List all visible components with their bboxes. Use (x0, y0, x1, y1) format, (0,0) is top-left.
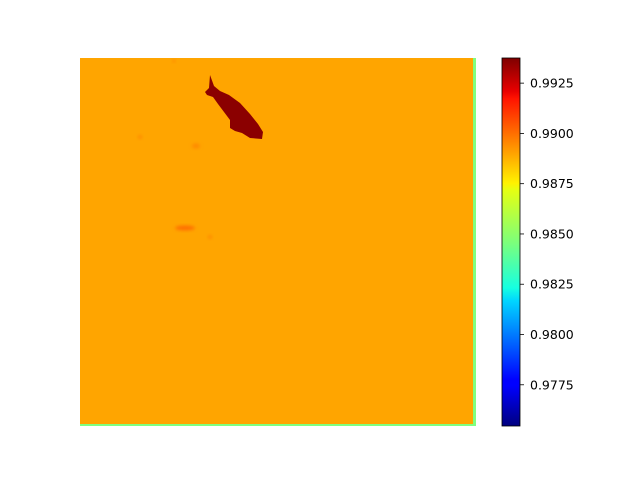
colorbar-tick-label: 0.9925 (530, 76, 574, 91)
colorbar-tick-label: 0.9850 (530, 226, 574, 241)
colorbar-gradient (502, 58, 520, 426)
heatmap-background (80, 58, 476, 426)
heatmap-spot (138, 135, 142, 139)
colorbar-tick-label: 0.9775 (530, 377, 574, 392)
colorbar-ticks: 0.9775 0.9800 0.9825 0.9850 0.9875 0.9900 0.99… (520, 76, 574, 392)
colorbar: 0.9775 0.9800 0.9825 0.9850 0.9875 0.9900 0.99… (501, 57, 574, 427)
heatmap-smear (175, 225, 195, 231)
heatmap-right-edge (473, 58, 476, 426)
heatmap-spot (208, 235, 212, 239)
colorbar-tick-label: 0.9825 (530, 277, 574, 292)
colorbar-tick-label: 0.9800 (530, 327, 574, 342)
heatmap-spot (192, 143, 200, 149)
colorbar-tick-label: 0.9900 (530, 126, 574, 141)
fish-shaped-blob (205, 75, 263, 139)
heatmap-image (80, 58, 476, 426)
heatmap-bottom-edge (80, 424, 476, 426)
heatmap-spot (172, 59, 176, 63)
colorbar-outline (501, 57, 521, 427)
colorbar-tick-label: 0.9875 (530, 176, 574, 191)
